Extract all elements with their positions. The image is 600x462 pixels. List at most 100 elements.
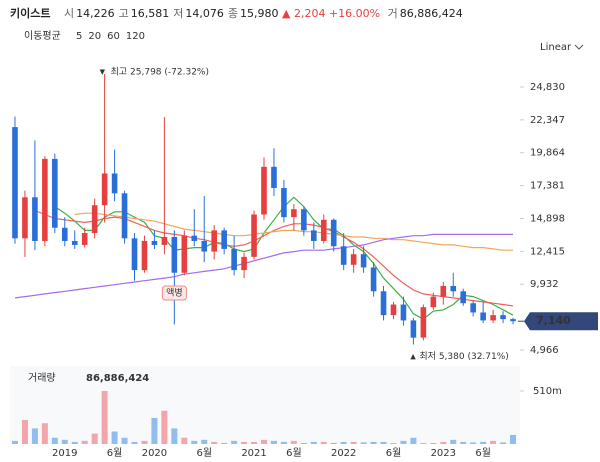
volume-bar <box>320 441 327 444</box>
volume-bar <box>111 431 118 444</box>
volume-title: 거래량 <box>28 372 56 384</box>
volume-bar <box>211 441 218 444</box>
volume-bar <box>470 442 477 444</box>
y-tick-label: 4,966 <box>530 345 559 356</box>
event-box <box>161 285 187 301</box>
candle-body <box>181 235 188 273</box>
x-tick-label: 2022 <box>331 448 356 459</box>
change: 2,204 <box>293 7 326 20</box>
field-label: 시 <box>63 7 75 20</box>
volume-bar <box>350 441 357 444</box>
candle-body <box>430 296 437 308</box>
volume-bar <box>510 434 517 444</box>
candle-body <box>61 227 68 241</box>
volume-bar <box>131 441 138 444</box>
volume-total: 86,886,424 <box>86 373 149 384</box>
volume-bar <box>21 420 28 444</box>
candle-body <box>390 304 397 316</box>
x-tick-label: 2019 <box>52 448 77 459</box>
volume-bar <box>81 440 88 444</box>
volume-bar <box>61 439 68 444</box>
scale-label[interactable]: Linear <box>540 42 572 53</box>
y-tick-label: 14,898 <box>530 213 565 224</box>
x-tick-label: 6월 <box>107 447 123 459</box>
last-price-tag <box>524 312 598 331</box>
x-tick-label: 6월 <box>386 447 402 459</box>
volume-bar <box>370 441 377 444</box>
ma-line <box>14 233 513 299</box>
candle-body <box>42 158 48 241</box>
dropdown-icon[interactable] <box>574 44 584 50</box>
volume-bar <box>390 442 397 444</box>
candle-body <box>470 303 476 313</box>
legend-entry: 60 <box>107 31 120 42</box>
legend-entry: 5 <box>76 31 82 42</box>
field-value: 16,581 <box>130 7 170 20</box>
volume-bar <box>51 437 58 444</box>
candle-body <box>191 235 198 241</box>
volume-bar <box>440 441 447 444</box>
candle-body <box>251 214 257 257</box>
volume-bar <box>270 440 277 444</box>
volume-bar <box>191 440 198 444</box>
candle-body <box>490 315 496 321</box>
event-label: 액병 <box>166 287 183 299</box>
candle-body <box>460 291 467 304</box>
x-tick-label: 2020 <box>142 448 167 459</box>
candle-body <box>211 230 217 252</box>
volume-bar <box>241 441 248 444</box>
candle-body <box>500 315 506 320</box>
volume-bar <box>280 441 287 444</box>
candle-body <box>400 304 407 321</box>
candle-body <box>161 237 168 245</box>
candle-body <box>91 205 98 234</box>
legend-entry: 20 <box>88 31 101 42</box>
volume-bar <box>41 423 48 444</box>
candle-body <box>52 158 58 228</box>
candle-body <box>221 230 227 249</box>
volume-bar <box>31 428 38 444</box>
volume-bar <box>400 440 407 444</box>
volume-bar <box>300 442 307 444</box>
change-pct: +16.00% <box>328 7 381 20</box>
scale-toggle[interactable]: Linear <box>540 42 584 53</box>
candle-body <box>330 219 337 247</box>
volume-bar <box>91 433 98 444</box>
min-arrow: ▲ <box>410 353 416 361</box>
candle-body <box>101 173 108 206</box>
volume-bar <box>360 442 367 444</box>
volume-bar <box>450 439 457 444</box>
change-arrow: ▲ <box>281 7 291 20</box>
volume-bar <box>490 440 497 444</box>
y-tick-label: 12,415 <box>530 246 565 257</box>
candle-body <box>510 319 516 322</box>
field-value: 15,980 <box>239 7 279 20</box>
y-tick-label: 24,830 <box>530 82 565 93</box>
field-value: 14,076 <box>185 7 224 20</box>
volume-bar <box>231 440 238 444</box>
candle-body <box>410 320 417 338</box>
volume-bar <box>121 437 128 444</box>
y-tick-label: 19,864 <box>530 148 565 159</box>
candle-body <box>111 173 118 194</box>
volume-panel <box>10 366 520 444</box>
candle-body <box>141 240 148 271</box>
volume-bar <box>480 441 487 444</box>
volume-bar <box>261 439 267 444</box>
volume-bar <box>380 441 387 444</box>
candle-body <box>121 193 128 239</box>
candle-body <box>131 238 138 271</box>
candle-body <box>311 230 317 241</box>
volume-value: 86,886,424 <box>399 7 463 20</box>
candle-body <box>420 307 427 338</box>
candle-body <box>171 237 178 273</box>
volume-bar <box>251 441 258 444</box>
candle-body <box>201 240 208 252</box>
legend-entry: 120 <box>126 31 145 42</box>
candle-body <box>370 267 377 292</box>
field-label: 고 <box>118 7 129 20</box>
volume-bar <box>161 410 168 444</box>
volume-bar <box>171 428 178 444</box>
price-fields: 시 14,226 고 16,581 저 14,076 종 15,980 <box>60 7 282 20</box>
